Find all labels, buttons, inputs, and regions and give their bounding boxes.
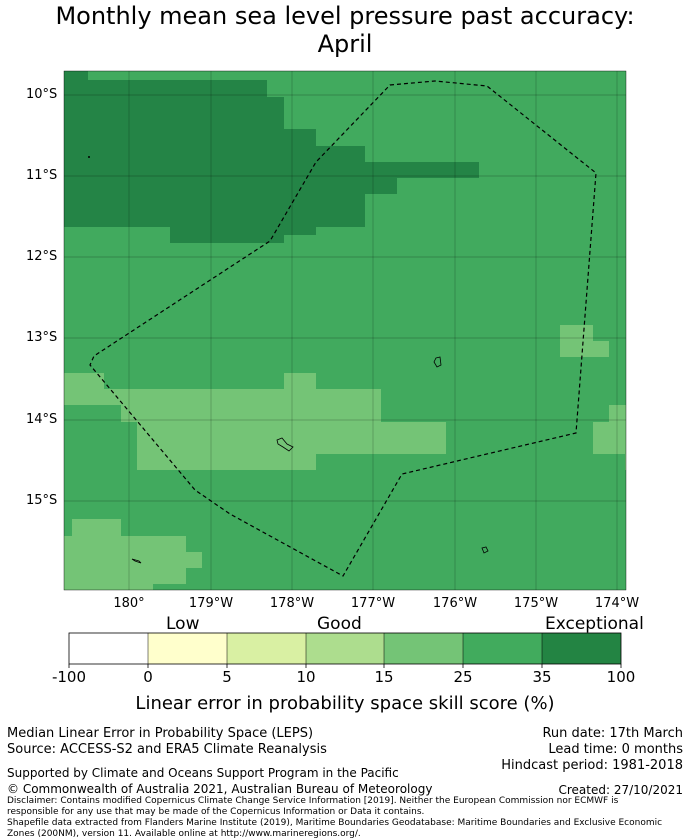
footer-disclaimer: Disclaimer: Contains modified Copernicus…: [7, 796, 687, 840]
colorbar-bin-5: [463, 633, 542, 664]
island-east-small: [481, 546, 489, 554]
footer-leps: Median Linear Error in Probability Space…: [7, 726, 314, 741]
good-skill-region-southwest: [64, 519, 202, 590]
good-skill-region-center: [64, 373, 446, 470]
island-futuna: [276, 437, 294, 452]
colorbar: [68, 632, 622, 668]
title-line-2: April: [317, 30, 373, 58]
colorbar-bin-4: [384, 633, 463, 664]
island-southwest-small: [131, 558, 142, 564]
colorbar-tick-label: 0: [143, 668, 153, 686]
colorbar-bin-3: [306, 633, 384, 664]
colorbar-title: Linear error in probability space skill …: [135, 693, 555, 714]
map-svg: [63, 70, 627, 591]
disclaimer-line-4: Zones (200NM), version 11. Available onl…: [7, 829, 361, 839]
colorbar-tick-label: 10: [296, 668, 316, 686]
y-tick-10s: 10°S: [26, 87, 58, 102]
footer-copyright: © Commonwealth of Australia 2021, Austra…: [7, 782, 433, 796]
map-gridlines: [64, 71, 626, 590]
disclaimer-line-2: responsible for any use that may be made…: [7, 807, 425, 817]
footer-supported: Supported by Climate and Oceans Support …: [7, 766, 399, 780]
footer-right-block: Run date: 17th March Lead time: 0 months…: [501, 726, 683, 774]
map-frame: [63, 70, 627, 591]
footer-source: Source: ACCESS-S2 and ERA5 Climate Reana…: [7, 742, 327, 757]
colorbar-frame: [68, 632, 622, 665]
x-tick-180: 180°: [113, 596, 145, 611]
colorbar-tick-label: -100: [51, 668, 87, 686]
map-panel: [63, 70, 627, 591]
colorbar-bin-0: [69, 633, 148, 664]
colorbar-dividers: [147, 633, 543, 664]
colorbar-label-exceptional: Exceptional: [545, 614, 644, 634]
colorbar-ticks: [68, 664, 622, 668]
x-tick-176w: 176°W: [432, 596, 478, 611]
y-tick-13s: 13°S: [26, 330, 58, 345]
disclaimer-line-1: Disclaimer: Contains modified Copernicus…: [7, 796, 619, 806]
footer-created: Created: 27/10/2021: [558, 783, 683, 797]
exceptional-skill-region: [64, 71, 479, 243]
colorbar-tick-label: 25: [453, 668, 473, 686]
good-skill-region-east: [560, 325, 609, 357]
island-wallis: [433, 356, 442, 368]
island-northwest-dot: [88, 155, 91, 158]
y-tick-12s: 12°S: [26, 249, 58, 264]
y-tick-15s: 15°S: [26, 493, 58, 508]
colorbar-tick-label: 100: [606, 668, 636, 686]
eez-boundary-line: [89, 80, 597, 577]
colorbar-label-low: Low: [166, 614, 200, 634]
footer-left-block: Median Linear Error in Probability Space…: [7, 726, 327, 758]
good-skill-region-east-edge: [593, 405, 626, 470]
x-tick-178w: 178°W: [269, 596, 315, 611]
islands: [88, 155, 489, 564]
colorbar-label-good: Good: [317, 614, 362, 634]
colorbar-tick-label: 35: [532, 668, 552, 686]
disclaimer-line-3: Shapefile data extracted from Flanders M…: [7, 818, 663, 828]
x-tick-177w: 177°W: [350, 596, 396, 611]
chart-title: Monthly mean sea level pressure past acc…: [0, 2, 690, 58]
y-tick-11s: 11°S: [26, 168, 58, 183]
colorbar-bin-6: [542, 633, 621, 664]
colorbar-tick-label: 5: [222, 668, 232, 686]
colorbar-bin-2: [227, 633, 306, 664]
y-tick-14s: 14°S: [26, 412, 58, 427]
footer-hindcast: Hindcast period: 1981-2018: [501, 758, 683, 773]
colorbar-bin-1: [148, 633, 227, 664]
x-tick-179w: 179°W: [188, 596, 234, 611]
footer-lead-time: Lead time: 0 months: [548, 742, 683, 757]
x-tick-175w: 175°W: [513, 596, 559, 611]
colorbar-tick-label: 15: [374, 668, 394, 686]
title-line-1: Monthly mean sea level pressure past acc…: [55, 2, 635, 30]
footer-run-date: Run date: 17th March: [542, 726, 683, 741]
x-tick-174w: 174°W: [594, 596, 640, 611]
